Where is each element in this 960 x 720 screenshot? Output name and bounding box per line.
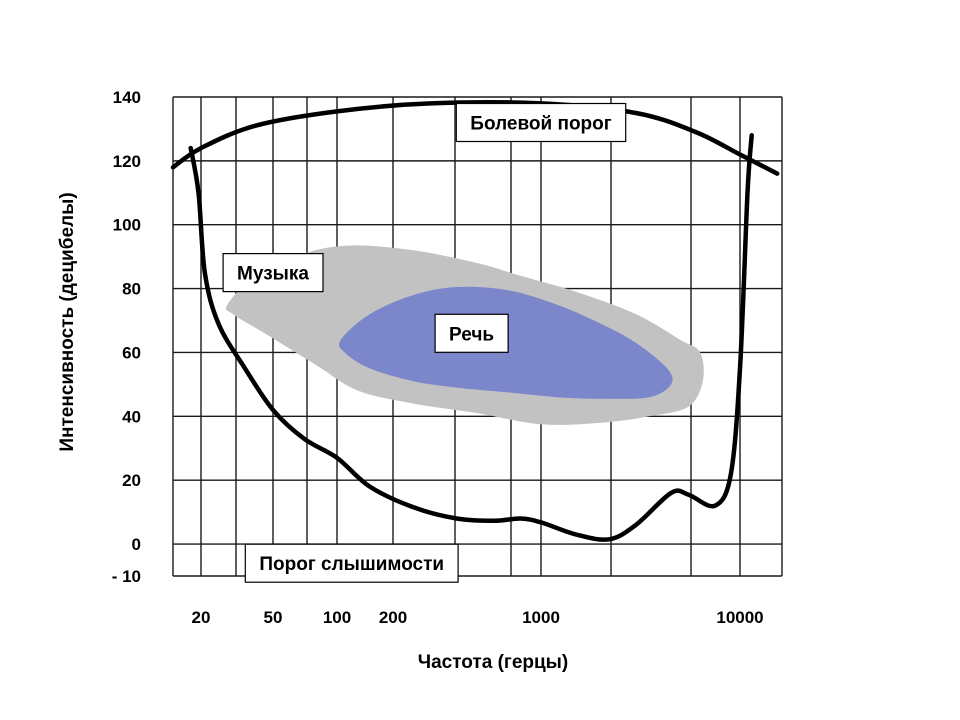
y-tick-label: 120 [113,152,141,171]
y-axis-title: Интенсивность (децибелы) [57,192,78,451]
y-tick-label: 40 [122,407,141,426]
y-tick-label: 100 [113,216,141,235]
label-text: Музыка [237,264,309,285]
label-music: Музыка [222,253,324,293]
label-hearing: Порог слышимости [244,543,459,583]
y-tick-label: 80 [122,280,141,299]
hearing-threshold-line [188,133,754,542]
x-tick-label: 200 [379,608,407,627]
label-text: Порог слышимости [259,554,444,575]
x-tick-label: 100 [323,608,351,627]
label-pain: Болевой порог [455,102,627,143]
y-tick-label: 20 [122,471,141,490]
label-speech: Речь [434,313,509,353]
x-tick-label: 10000 [716,608,763,627]
x-axis-title: Частота (герцы) [418,652,568,673]
pain-threshold-line [170,100,780,176]
x-tick-label: 20 [192,608,211,627]
y-tick-label: 140 [113,88,141,107]
label-text: Речь [449,324,494,345]
annotation-labels: Болевой порог Музыка Речь Порог слышимости [222,102,627,583]
label-text: Болевой порог [470,114,611,135]
x-tick-label: 1000 [522,608,560,627]
y-tick-label: - 10 [112,567,141,586]
line-layer [170,100,780,542]
x-tick-label: 50 [264,608,283,627]
y-tick-label: 0 [132,535,141,554]
y-tick-label: 60 [122,344,141,363]
